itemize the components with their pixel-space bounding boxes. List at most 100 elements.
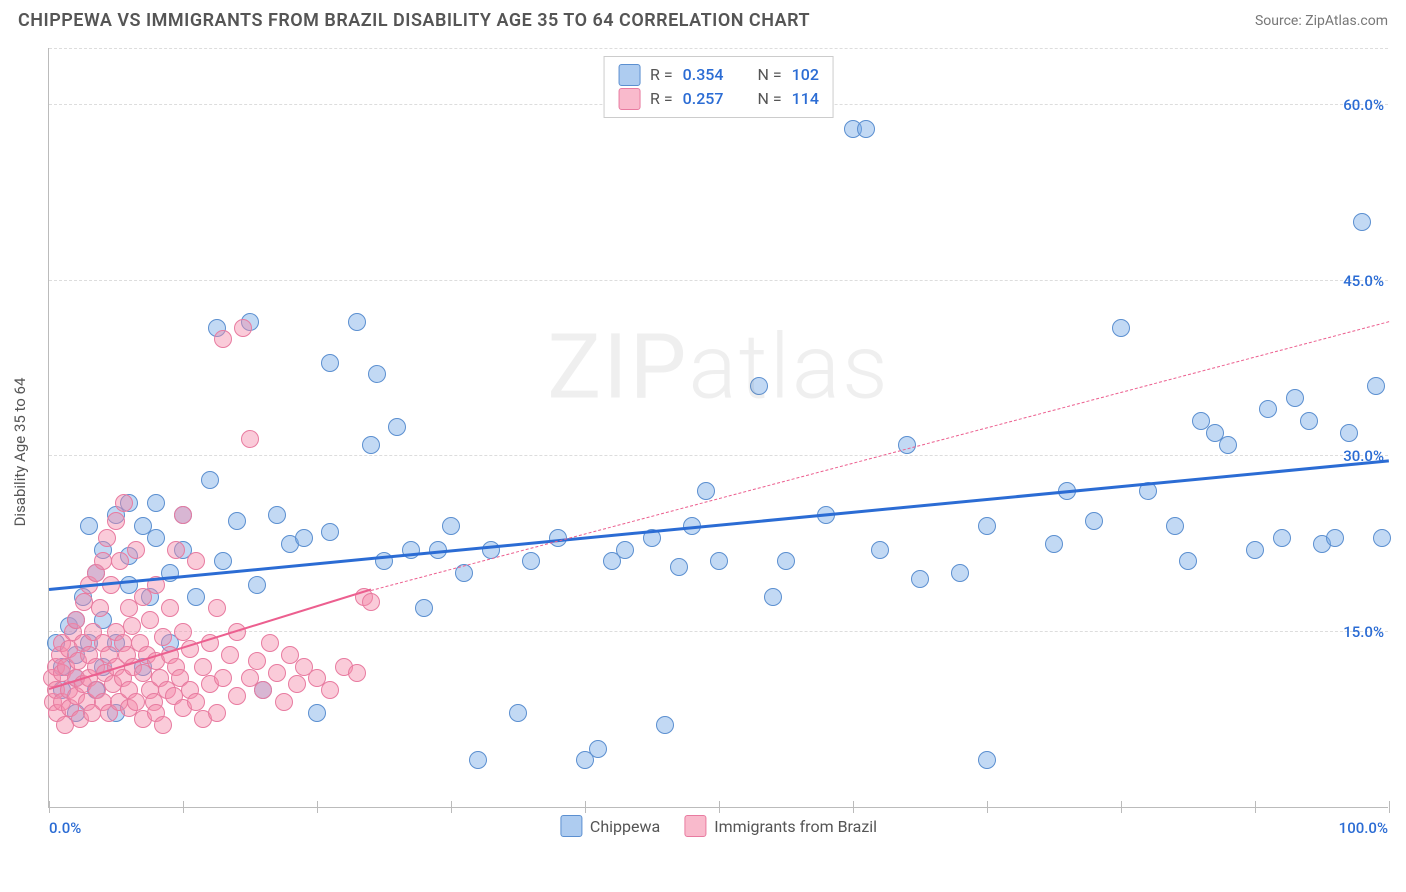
x-axis-min-label: 0.0% xyxy=(49,819,81,837)
data-point xyxy=(368,365,386,383)
data-point xyxy=(321,681,339,699)
x-tick xyxy=(853,801,854,813)
data-point xyxy=(187,552,205,570)
legend-series-label: Chippewa xyxy=(590,817,660,836)
data-point xyxy=(98,529,116,547)
data-point xyxy=(388,418,406,436)
data-point xyxy=(187,588,205,606)
data-point xyxy=(268,506,286,524)
data-point xyxy=(295,529,313,547)
data-point xyxy=(1085,512,1103,530)
trend-line xyxy=(49,459,1389,591)
data-point xyxy=(1166,517,1184,535)
data-point xyxy=(214,669,232,687)
data-point xyxy=(268,664,286,682)
data-point xyxy=(321,523,339,541)
r-label: R = xyxy=(650,87,673,111)
data-point xyxy=(321,354,339,372)
data-point xyxy=(1246,541,1264,559)
y-tick-label: 45.0% xyxy=(1343,272,1384,290)
x-tick xyxy=(317,801,318,813)
data-point xyxy=(522,552,540,570)
data-point xyxy=(261,634,279,652)
n-label: N = xyxy=(757,63,781,87)
data-point xyxy=(187,693,205,711)
data-point xyxy=(415,599,433,617)
data-point xyxy=(857,120,875,138)
data-point xyxy=(248,652,266,670)
y-tick-label: 15.0% xyxy=(1343,623,1384,641)
legend-series: Chippewa Immigrants from Brazil xyxy=(560,815,877,837)
chart-area: Disability Age 35 to 64 ZIPatlas R =0.35… xyxy=(48,48,1388,838)
data-point xyxy=(241,430,259,448)
data-point xyxy=(275,693,293,711)
chart-title: CHIPPEWA VS IMMIGRANTS FROM BRAZIL DISAB… xyxy=(18,10,810,31)
data-point xyxy=(978,751,996,769)
data-point xyxy=(111,552,129,570)
x-tick xyxy=(719,801,720,813)
data-point xyxy=(1367,377,1385,395)
gridline xyxy=(49,455,1388,456)
data-point xyxy=(228,687,246,705)
data-point xyxy=(750,377,768,395)
data-point xyxy=(348,664,366,682)
data-point xyxy=(1219,436,1237,454)
data-point xyxy=(1179,552,1197,570)
r-value: 0.354 xyxy=(683,63,724,87)
data-point xyxy=(91,599,109,617)
data-point xyxy=(1259,400,1277,418)
data-point xyxy=(362,593,380,611)
data-point xyxy=(1326,529,1344,547)
x-tick xyxy=(1121,801,1122,813)
data-point xyxy=(1340,424,1358,442)
legend-swatch xyxy=(618,88,640,110)
data-point xyxy=(115,494,133,512)
data-point xyxy=(1286,389,1304,407)
legend-stats: R = 0.354 N = 102R =0.257N =114 xyxy=(603,56,834,118)
data-point xyxy=(167,541,185,559)
data-point xyxy=(174,506,192,524)
data-point xyxy=(710,552,728,570)
legend-series-label: Immigrants from Brazil xyxy=(714,817,877,836)
data-point xyxy=(123,617,141,635)
r-label: R = xyxy=(650,63,673,87)
legend-swatch xyxy=(560,815,582,837)
data-point xyxy=(1353,213,1371,231)
legend-series-item: Immigrants from Brazil xyxy=(684,815,877,837)
data-point xyxy=(978,517,996,535)
data-point xyxy=(248,576,266,594)
data-point xyxy=(127,541,145,559)
legend-swatch xyxy=(684,815,706,837)
legend-stat-row: R = 0.354 N = 102 xyxy=(618,63,819,87)
data-point xyxy=(80,517,98,535)
data-point xyxy=(147,529,165,547)
x-tick xyxy=(1389,801,1390,813)
watermark: ZIPatlas xyxy=(547,314,889,419)
data-point xyxy=(697,482,715,500)
data-point xyxy=(201,471,219,489)
n-value: 102 xyxy=(792,63,819,87)
data-point xyxy=(670,558,688,576)
data-point xyxy=(154,716,172,734)
data-point xyxy=(656,716,674,734)
data-point xyxy=(1273,529,1291,547)
data-point xyxy=(1373,529,1391,547)
x-tick xyxy=(451,801,452,813)
data-point xyxy=(161,599,179,617)
y-axis-label: Disability Age 35 to 64 xyxy=(11,378,29,527)
data-point xyxy=(154,628,172,646)
gridline xyxy=(49,48,1388,49)
data-point xyxy=(214,330,232,348)
scatter-plot: ZIPatlas R = 0.354 N = 102R =0.257N =114 0.… xyxy=(48,48,1388,808)
data-point xyxy=(288,675,306,693)
data-point xyxy=(616,541,634,559)
legend-stat-row: R =0.257N =114 xyxy=(618,87,819,111)
data-point xyxy=(141,611,159,629)
data-point xyxy=(67,611,85,629)
n-label: N = xyxy=(757,87,781,111)
data-point xyxy=(362,436,380,454)
data-point xyxy=(107,512,125,530)
x-tick xyxy=(987,801,988,813)
data-point xyxy=(348,313,366,331)
data-point xyxy=(1300,412,1318,430)
